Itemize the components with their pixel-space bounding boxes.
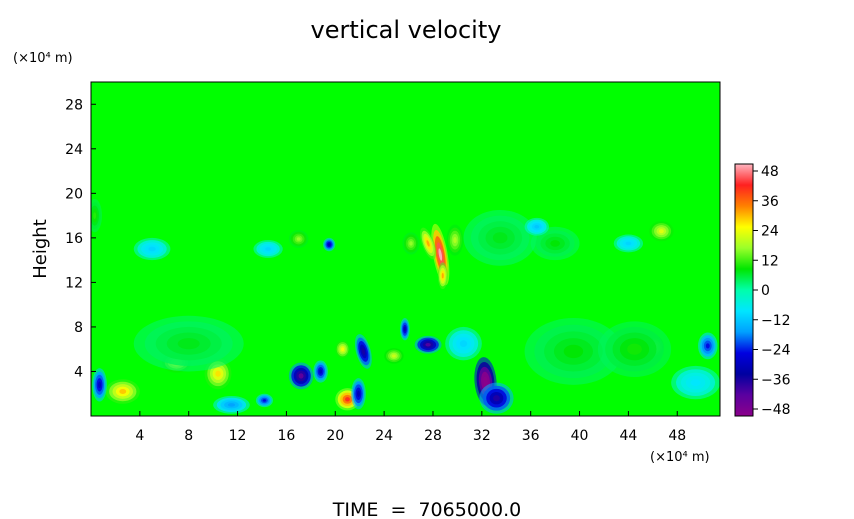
- colorbar-tick-label: 0: [761, 283, 770, 299]
- colorbar-ramp: [734, 163, 754, 417]
- field-feature: [414, 335, 442, 354]
- field-feature: [91, 198, 102, 233]
- field-feature: [253, 240, 283, 258]
- y-tick-label: 20: [65, 186, 83, 202]
- plot-area: [90, 81, 721, 417]
- colorbar-tick-label: 12: [761, 253, 779, 269]
- y-unit-label: (×10⁴ m): [13, 51, 73, 66]
- field-feature: [463, 210, 537, 266]
- field-feature: [479, 382, 514, 414]
- x-tick-label: 20: [326, 428, 344, 444]
- field-feature: [597, 321, 672, 378]
- x-tick-label: 28: [424, 428, 442, 444]
- x-tick-label: 32: [473, 428, 491, 444]
- x-tick-label: 36: [522, 428, 540, 444]
- colorbar-tick-label: 36: [761, 194, 779, 210]
- y-tick-label: 16: [65, 231, 83, 247]
- field-feature: [402, 232, 420, 255]
- x-tick-label: 12: [229, 428, 247, 444]
- time-footer: TIME = 7065000.0: [332, 499, 521, 519]
- y-tick-label: 4: [74, 364, 83, 380]
- x-tick-label: 48: [668, 428, 686, 444]
- colorbar-tick-label: −36: [761, 372, 791, 388]
- field-feature: [213, 395, 250, 414]
- x-tick-label: 16: [278, 428, 296, 444]
- field-feature: [419, 227, 437, 260]
- plot-frame: [90, 81, 721, 417]
- field-feature: [323, 237, 336, 252]
- field-feature: [400, 318, 410, 341]
- y-tick-label: 8: [74, 320, 83, 336]
- field-feature: [445, 326, 482, 361]
- field-feature: [288, 362, 314, 390]
- y-tick-label: 24: [65, 142, 83, 158]
- y-tick-label: 28: [65, 97, 83, 113]
- field-feature: [613, 234, 644, 253]
- y-axis-ticks: 4 8 12 16 20 24 28: [65, 97, 96, 380]
- field-feature: [524, 217, 550, 236]
- field-feature: [351, 378, 366, 410]
- field-feature: [524, 318, 623, 385]
- y-tick-label: 12: [65, 275, 83, 291]
- x-unit-label: (×10⁴ m): [650, 450, 710, 465]
- chart-title: vertical velocity: [311, 16, 502, 44]
- colorbar-tick-label: −48: [761, 402, 791, 418]
- colorbar-ticks: 48 36 24 12 0 −12 −24 −36 −48: [753, 164, 791, 418]
- field-feature: [384, 348, 404, 364]
- x-tick-label: 24: [375, 428, 393, 444]
- field-feature: [255, 393, 273, 408]
- field-feature: [649, 221, 674, 242]
- field-feature: [133, 237, 171, 261]
- x-tick-label: 8: [184, 428, 193, 444]
- colorbar-tick-label: −24: [761, 343, 791, 359]
- field-feature: [288, 230, 309, 248]
- colorbar-tick-label: 48: [761, 164, 779, 180]
- colorbar: 48 36 24 12 0 −12 −24 −36 −48: [734, 163, 791, 418]
- field-feature: [354, 334, 372, 369]
- field-feature: [530, 226, 580, 261]
- field-feature: [133, 315, 244, 372]
- x-tick-label: 44: [619, 428, 637, 444]
- colorbar-tick-label: −12: [761, 313, 791, 329]
- field-feature: [105, 379, 140, 404]
- field-feature: [446, 224, 464, 256]
- x-tick-label: 4: [135, 428, 144, 444]
- field-feature: [437, 262, 448, 290]
- field-layer: [91, 198, 720, 414]
- y-axis-label: Height: [30, 219, 51, 279]
- field-feature: [335, 340, 350, 359]
- field-feature: [313, 360, 328, 383]
- field-feature: [671, 365, 720, 400]
- x-tick-label: 40: [571, 428, 589, 444]
- field-feature: [698, 332, 718, 360]
- field-feature: [92, 368, 107, 402]
- x-axis-ticks: 4 8 12 16 20 24 28 32 36 40 44 48: [135, 411, 686, 444]
- colorbar-tick-label: 24: [761, 224, 779, 240]
